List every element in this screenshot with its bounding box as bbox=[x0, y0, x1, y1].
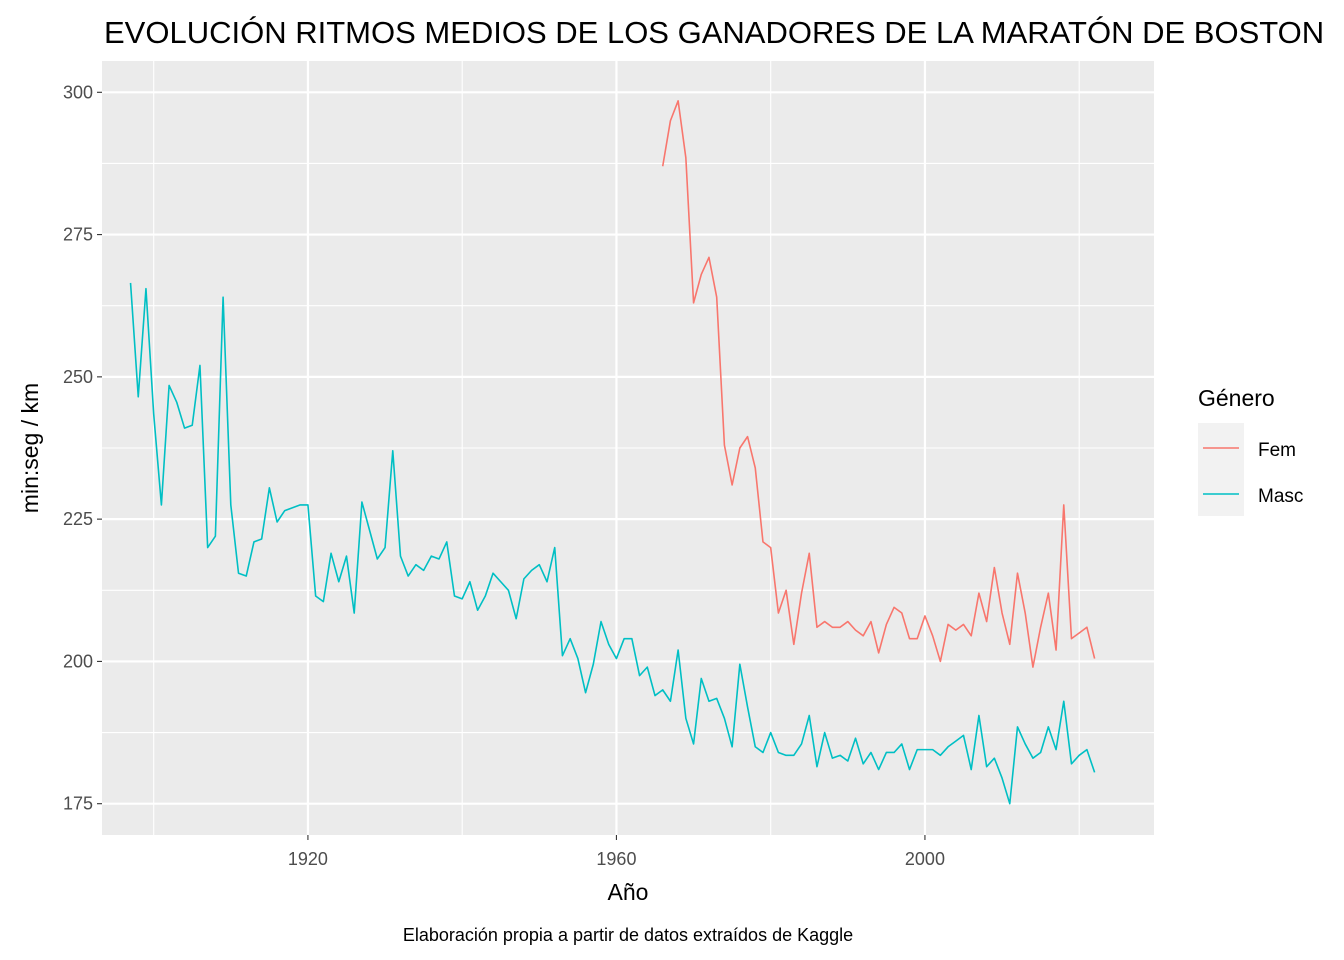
y-tick-label: 175 bbox=[63, 794, 93, 814]
grid-minor bbox=[102, 61, 1154, 835]
grid-major bbox=[102, 61, 1154, 835]
x-tick-label: 2000 bbox=[905, 849, 945, 869]
x-tick-label: 1920 bbox=[288, 849, 328, 869]
y-tick-label: 200 bbox=[63, 651, 93, 671]
legend: Género Fem Masc bbox=[1198, 385, 1303, 516]
chart-caption: Elaboración propia a partir de datos ext… bbox=[403, 925, 853, 945]
chart-title: EVOLUCIÓN RITMOS MEDIOS DE LOS GANADORES… bbox=[104, 15, 1324, 50]
legend-label-masc: Masc bbox=[1258, 486, 1303, 507]
x-axis-title: Año bbox=[608, 879, 649, 905]
y-tick-label: 275 bbox=[63, 225, 93, 245]
series-line-masc bbox=[129, 282, 1096, 805]
y-axis-ticks: 175 200 225 250 275 300 bbox=[63, 82, 102, 814]
series-line-fem bbox=[661, 100, 1096, 668]
y-axis-title: min:seg / km bbox=[17, 383, 43, 513]
series-lines bbox=[129, 100, 1096, 805]
y-tick-label: 300 bbox=[63, 82, 93, 102]
legend-label-fem: Fem bbox=[1258, 440, 1296, 461]
legend-key-bg bbox=[1198, 423, 1244, 516]
x-axis-ticks: 1920 1960 2000 bbox=[288, 835, 945, 869]
legend-title: Género bbox=[1198, 385, 1275, 411]
y-tick-label: 250 bbox=[63, 367, 93, 387]
y-tick-label: 225 bbox=[63, 509, 93, 529]
x-tick-label: 1960 bbox=[596, 849, 636, 869]
